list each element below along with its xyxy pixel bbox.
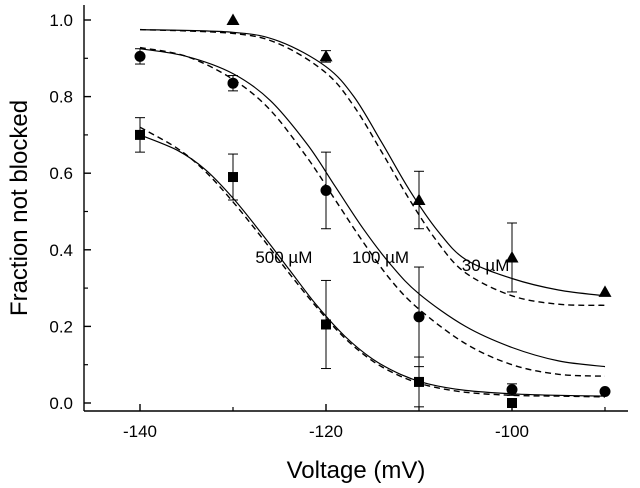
triangle-marker <box>319 49 333 62</box>
curve-label: 500 µM <box>255 248 312 267</box>
square-marker <box>507 398 517 408</box>
circle-marker <box>227 77 239 89</box>
y-tick-label: 0.2 <box>49 317 73 336</box>
square-marker <box>228 172 238 183</box>
x-tick-label: -100 <box>495 422 529 441</box>
y-tick-label: 0.6 <box>49 164 73 183</box>
y-tick-label: 0.0 <box>49 394 73 413</box>
y-tick-label: 0.4 <box>49 241 73 260</box>
x-tick-label: -120 <box>309 422 343 441</box>
triangle-marker <box>598 285 612 297</box>
square-marker <box>414 376 424 387</box>
fit-line-dashed <box>139 46 606 377</box>
fit-line-dashed <box>139 126 606 398</box>
error-bars <box>135 48 517 408</box>
y-tick-label: 0.8 <box>49 88 73 107</box>
circle-marker <box>506 384 518 396</box>
fit-line-solid <box>139 134 606 397</box>
data-markers <box>134 13 612 408</box>
circle-marker <box>134 50 146 62</box>
fit-curves <box>139 28 606 398</box>
y-tick-label: 1.0 <box>49 11 73 30</box>
circle-marker <box>413 311 425 323</box>
circle-marker <box>599 386 611 398</box>
square-marker <box>321 319 331 330</box>
triangle-marker <box>226 13 240 25</box>
fit-line-solid <box>139 29 606 297</box>
triangle-marker <box>505 250 519 263</box>
fit-line-solid <box>139 48 606 368</box>
triangle-marker <box>412 193 426 206</box>
curve-label: 100 µM <box>352 248 409 267</box>
circle-marker <box>320 184 332 196</box>
x-axis-title: Voltage (mV) <box>287 457 426 484</box>
x-tick-label: -140 <box>123 422 157 441</box>
plot-frame <box>83 5 628 412</box>
curve-labels: 500 µM 100 µM 30 µM <box>255 248 509 275</box>
axis-ticks: 0.0 0.2 0.4 0.6 0.8 1.0 -140 -120 -100 <box>49 11 606 441</box>
fit-line-dashed <box>139 28 606 306</box>
square-marker <box>135 129 145 140</box>
y-axis-title: Fraction not blocked <box>6 100 33 316</box>
curve-label: 30 µM <box>462 256 510 275</box>
